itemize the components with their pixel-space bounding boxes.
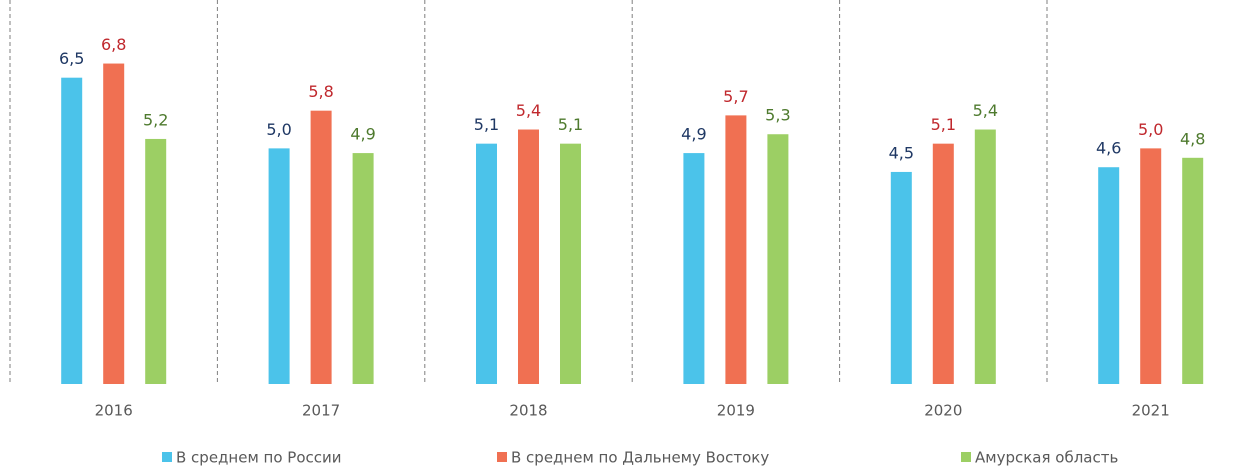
- value-label: 4,6: [1096, 139, 1121, 158]
- bar: [890, 171, 912, 384]
- x-tick-label: 2018: [509, 402, 547, 420]
- value-label: 5,0: [1138, 120, 1163, 139]
- bar: [268, 148, 290, 384]
- bar: [61, 77, 83, 384]
- value-label: 4,5: [889, 143, 914, 162]
- bar: [352, 153, 374, 384]
- bar: [974, 129, 996, 384]
- bar: [767, 134, 789, 384]
- value-label: 5,4: [973, 101, 998, 120]
- value-label: 5,8: [308, 82, 333, 101]
- bar: [932, 143, 954, 384]
- bar: [683, 153, 705, 384]
- bar: [518, 129, 539, 384]
- x-tick-label: 2017: [302, 402, 340, 420]
- legend-label: В среднем по России: [176, 449, 342, 467]
- x-tick-label: 2021: [1132, 402, 1170, 420]
- value-label: 6,5: [59, 49, 84, 68]
- bar: [103, 63, 125, 385]
- bar: [1098, 167, 1120, 384]
- bar: [725, 115, 747, 384]
- legend-swatch: [961, 452, 971, 462]
- bar: [1182, 157, 1204, 384]
- x-tick-label: 2016: [95, 402, 133, 420]
- value-label: 4,9: [350, 125, 375, 144]
- bar: [476, 143, 497, 384]
- legend-label: В среднем по Дальнему Востоку: [511, 449, 769, 467]
- bar: [1140, 148, 1162, 384]
- value-label: 6,8: [101, 35, 126, 54]
- bar: [310, 110, 332, 385]
- value-label: 5,2: [143, 110, 168, 129]
- bar: [145, 138, 167, 384]
- bar: [560, 143, 581, 384]
- value-label: 5,7: [723, 87, 748, 106]
- value-label: 5,1: [931, 115, 956, 134]
- value-label: 4,8: [1180, 129, 1205, 148]
- value-label: 5,0: [266, 120, 291, 139]
- x-tick-label: 2020: [924, 402, 962, 420]
- legend-swatch: [497, 452, 507, 462]
- legend-swatch: [162, 452, 172, 462]
- value-label: 4,9: [681, 125, 706, 144]
- value-label: 5,1: [474, 115, 499, 134]
- x-tick-label: 2019: [717, 402, 755, 420]
- value-label: 5,4: [516, 101, 541, 120]
- value-label: 5,1: [558, 115, 583, 134]
- legend-label: Амурская область: [975, 449, 1118, 467]
- value-label: 5,3: [765, 106, 790, 125]
